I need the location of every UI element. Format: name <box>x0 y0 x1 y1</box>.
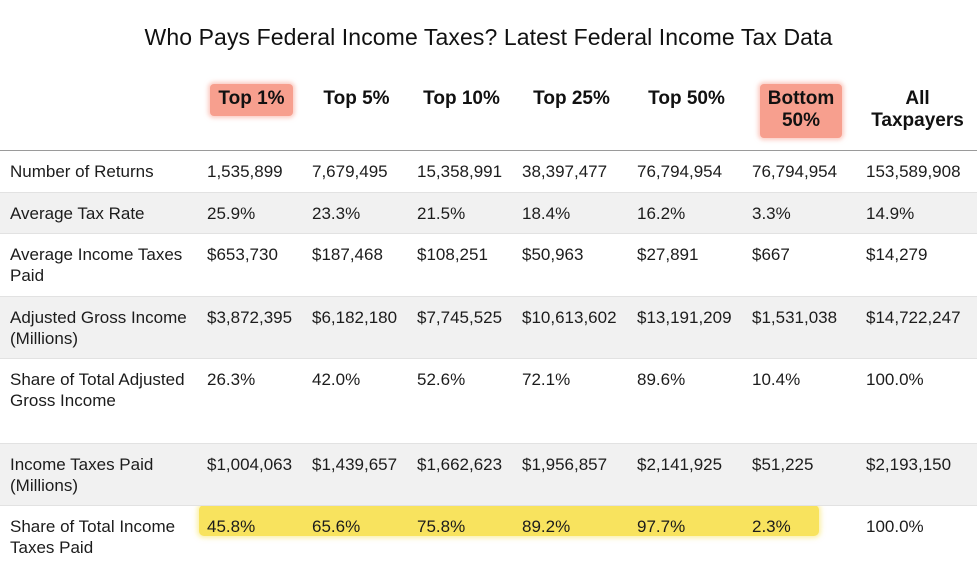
cell: 153,589,908 <box>858 151 977 193</box>
row-label: Share of Total Income Taxes Paid <box>0 506 199 564</box>
header-top-50-label: Top 50% <box>648 88 725 110</box>
cell: $1,531,038 <box>744 297 858 359</box>
cell: $1,956,857 <box>514 444 629 506</box>
cell: $1,662,623 <box>409 444 514 506</box>
cell: $653,730 <box>199 234 304 297</box>
cell: 23.3% <box>304 193 409 234</box>
header-bottom-50: Bottom 50% <box>744 84 858 151</box>
header-top-10: Top 10% <box>409 84 514 151</box>
row-label: Share of Total Adjusted Gross Income <box>0 359 199 444</box>
tax-data-table: Top 1% Top 5% Top 10% Top 25% Top 50% Bo… <box>0 84 977 564</box>
header-top-1: Top 1% <box>199 84 304 151</box>
header-all-label-2: Taxpayers <box>871 110 964 132</box>
cell: $13,191,209 <box>629 297 744 359</box>
cell: $187,468 <box>304 234 409 297</box>
row-label: Average Tax Rate <box>0 193 199 234</box>
cell: 14.9% <box>858 193 977 234</box>
cell: 52.6% <box>409 359 514 444</box>
header-bottom-50-label-1: Bottom <box>768 88 834 110</box>
table-row-share-of-income-taxes: Share of Total Income Taxes Paid 45.8% 6… <box>0 506 977 564</box>
cell: 18.4% <box>514 193 629 234</box>
table-row-average-tax-rate: Average Tax Rate 25.9% 23.3% 21.5% 18.4%… <box>0 193 977 234</box>
header-top-1-label: Top 1% <box>218 88 284 110</box>
cell: 21.5% <box>409 193 514 234</box>
cell: $1,439,657 <box>304 444 409 506</box>
cell: 45.8% <box>199 506 304 564</box>
header-all-label-1: All <box>871 88 964 110</box>
cell: $14,722,247 <box>858 297 977 359</box>
header-top-5: Top 5% <box>304 84 409 151</box>
cell: 100.0% <box>858 359 977 444</box>
cell: 2.3% <box>744 506 858 564</box>
cell: 10.4% <box>744 359 858 444</box>
cell: $1,004,063 <box>199 444 304 506</box>
cell: 7,679,495 <box>304 151 409 193</box>
row-label: Adjusted Gross Income (Millions) <box>0 297 199 359</box>
cell: 25.9% <box>199 193 304 234</box>
cell: 26.3% <box>199 359 304 444</box>
cell: 76,794,954 <box>744 151 858 193</box>
table-row-income-taxes-paid: Income Taxes Paid (Millions) $1,004,063 … <box>0 444 977 506</box>
cell: 76,794,954 <box>629 151 744 193</box>
cell: $14,279 <box>858 234 977 297</box>
header-row: Top 1% Top 5% Top 10% Top 25% Top 50% Bo… <box>0 84 977 151</box>
cell: 16.2% <box>629 193 744 234</box>
cell: 15,358,991 <box>409 151 514 193</box>
header-bottom-50-highlight: Bottom 50% <box>760 84 842 138</box>
cell: 38,397,477 <box>514 151 629 193</box>
table-row-adjusted-gross-income: Adjusted Gross Income (Millions) $3,872,… <box>0 297 977 359</box>
table-row-share-of-agi: Share of Total Adjusted Gross Income 26.… <box>0 359 977 444</box>
row-label: Income Taxes Paid (Millions) <box>0 444 199 506</box>
row-label: Number of Returns <box>0 151 199 193</box>
header-top-10-label: Top 10% <box>423 88 500 110</box>
cell: 89.6% <box>629 359 744 444</box>
header-all-taxpayers: All Taxpayers <box>858 84 977 151</box>
cell: 1,535,899 <box>199 151 304 193</box>
row-label: Average Income Taxes Paid <box>0 234 199 297</box>
cell: $667 <box>744 234 858 297</box>
cell: 3.3% <box>744 193 858 234</box>
table-row-average-income-taxes-paid: Average Income Taxes Paid $653,730 $187,… <box>0 234 977 297</box>
cell: $50,963 <box>514 234 629 297</box>
cell: 42.0% <box>304 359 409 444</box>
cell: $51,225 <box>744 444 858 506</box>
cell: $108,251 <box>409 234 514 297</box>
cell: $6,182,180 <box>304 297 409 359</box>
header-corner <box>0 84 199 151</box>
cell: $3,872,395 <box>199 297 304 359</box>
cell: $2,193,150 <box>858 444 977 506</box>
cell: $27,891 <box>629 234 744 297</box>
cell: 72.1% <box>514 359 629 444</box>
table-row-number-of-returns: Number of Returns 1,535,899 7,679,495 15… <box>0 151 977 193</box>
cell: 65.6% <box>304 506 409 564</box>
cell: 100.0% <box>858 506 977 564</box>
cell: 89.2% <box>514 506 629 564</box>
cell: 97.7% <box>629 506 744 564</box>
cell: 75.8% <box>409 506 514 564</box>
header-top-1-highlight: Top 1% <box>210 84 292 116</box>
header-top-50: Top 50% <box>629 84 744 151</box>
cell: $7,745,525 <box>409 297 514 359</box>
header-top-5-label: Top 5% <box>323 88 389 110</box>
cell: $2,141,925 <box>629 444 744 506</box>
header-top-25: Top 25% <box>514 84 629 151</box>
header-top-25-label: Top 25% <box>533 88 610 110</box>
header-bottom-50-label-2: 50% <box>768 110 834 132</box>
cell: $10,613,602 <box>514 297 629 359</box>
page-title: Who Pays Federal Income Taxes? Latest Fe… <box>0 24 977 51</box>
